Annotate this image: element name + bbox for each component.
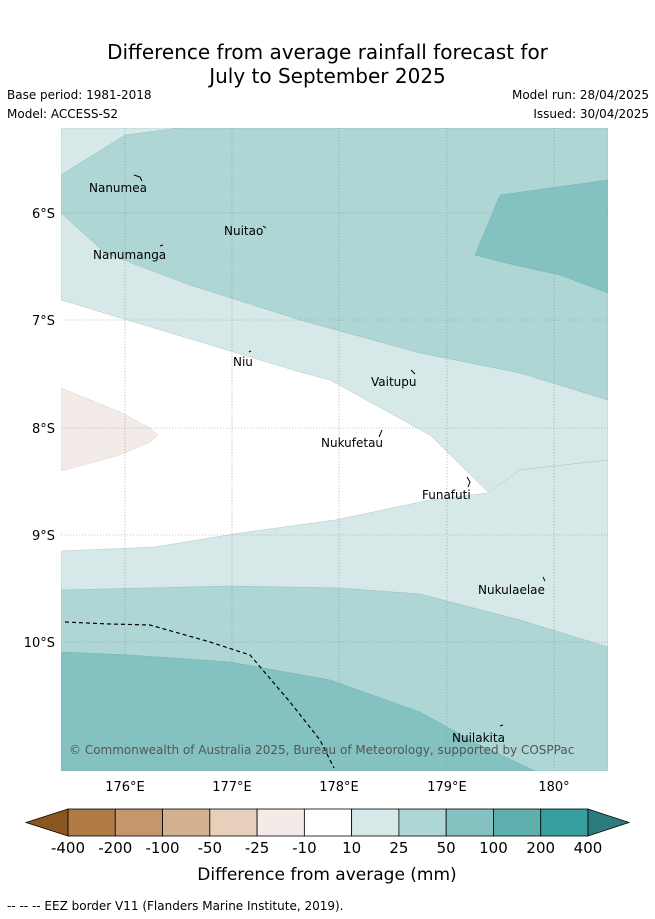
color-bar-segment: [493, 808, 542, 837]
lon-label-180: 180°: [538, 780, 569, 795]
color-bar-tick-label: -200: [98, 839, 132, 857]
color-bar-tick-label: 10: [342, 839, 361, 857]
band-25-50-north: [61, 128, 608, 401]
rainfall-anomaly-fields: [61, 128, 608, 771]
island-nanumea-shape: [133, 174, 143, 182]
lat-label-8s: 8°S: [32, 422, 55, 437]
lon-label-178e: 178°E: [319, 780, 359, 795]
color-bar-tick-label: -10: [292, 839, 317, 857]
color-bar-extend-low: [24, 808, 69, 837]
color-bar-segment: [67, 808, 116, 837]
eez-footnote: -- -- -- EEZ border V11 (Flanders Marine…: [7, 899, 344, 913]
color-bar-segment: [114, 808, 163, 837]
copyright-text: © Commonwealth of Australia 2025, Bureau…: [69, 743, 574, 757]
color-bar-tick-label: 50: [437, 839, 456, 857]
band-50-100-patch: [474, 179, 608, 294]
title-line-1: Difference from average rainfall forecas…: [107, 40, 548, 64]
island-label-nukufetau: Nukufetau: [321, 436, 383, 450]
color-bar-segment: [351, 808, 400, 837]
lat-label-7s: 7°S: [32, 314, 55, 329]
band-neg-patch: [61, 387, 159, 472]
issued-date: Issued: 30/04/2025: [533, 107, 649, 121]
eez-border: [64, 621, 335, 769]
model-name: Model: ACCESS-S2: [7, 107, 119, 121]
island-nuilakita-shape: [499, 724, 504, 727]
color-bar-tick-label: -50: [198, 839, 223, 857]
island-label-niu: Niu: [233, 355, 253, 369]
legend-title: Difference from average (mm): [197, 865, 456, 885]
color-bar-segment: [256, 808, 305, 837]
color-bar-tick-label: 200: [526, 839, 555, 857]
color-bar-tick-label: 100: [479, 839, 508, 857]
lon-label-177e: 177°E: [212, 780, 252, 795]
map-title: Difference from average rainfall forecas…: [0, 40, 655, 88]
title-line-2: July to September 2025: [209, 64, 446, 88]
color-bar-segment: [540, 808, 589, 837]
island-niu-shape: [248, 350, 252, 353]
island-nukulaelae-shape: [542, 576, 546, 582]
lat-label-9s: 9°S: [32, 529, 55, 544]
island-nanumanga-shape: [159, 244, 164, 247]
island-label-nukulaelae: Nukulaelae: [478, 583, 545, 597]
color-bar-segment: [162, 808, 211, 837]
island-shapes: [133, 174, 546, 727]
lon-label-179e: 179°E: [427, 780, 467, 795]
band-50-100-south: [61, 651, 536, 771]
lon-label-176e: 176°E: [105, 780, 145, 795]
island-label-nanumea: Nanumea: [89, 181, 147, 195]
island-nuitao-shape: [262, 225, 267, 229]
color-bar-labels: -400 -200 -100 -50 -25 -10 10 25 50 100 200 400: [51, 839, 602, 857]
lat-label-10s: 10°S: [24, 636, 55, 651]
color-bar-tick-label: 25: [389, 839, 408, 857]
island-label-funafuti: Funafuti: [422, 488, 471, 502]
island-label-vaitupu: Vaitupu: [371, 375, 417, 389]
island-label-nanumanga: Nanumanga: [93, 248, 166, 262]
color-bar-tick-label: -400: [51, 839, 85, 857]
color-bar-segment: [445, 808, 494, 837]
island-nukufetau-shape: [378, 429, 383, 438]
color-bar-extend-high: [587, 808, 631, 837]
color-bar: [24, 808, 631, 837]
color-bar-segment: [398, 808, 447, 837]
color-bar-tick-label: -100: [146, 839, 180, 857]
color-bar-tick-label: 400: [574, 839, 603, 857]
color-bar-segment: [209, 808, 258, 837]
base-period: Base period: 1981-2018: [7, 88, 152, 102]
color-bar-tick-label: -25: [245, 839, 270, 857]
model-run: Model run: 28/04/2025: [511, 88, 649, 102]
island-label-nuilakita: Nuilakita: [452, 731, 505, 745]
color-bar-segment: [303, 808, 353, 837]
grid-lines: [61, 128, 608, 771]
island-label-nuitao: Nuitao: [224, 224, 263, 238]
island-vaitupu-shape: [410, 369, 416, 375]
island-funafuti-shape: [466, 476, 471, 488]
lat-label-6s: 6°S: [32, 207, 55, 222]
